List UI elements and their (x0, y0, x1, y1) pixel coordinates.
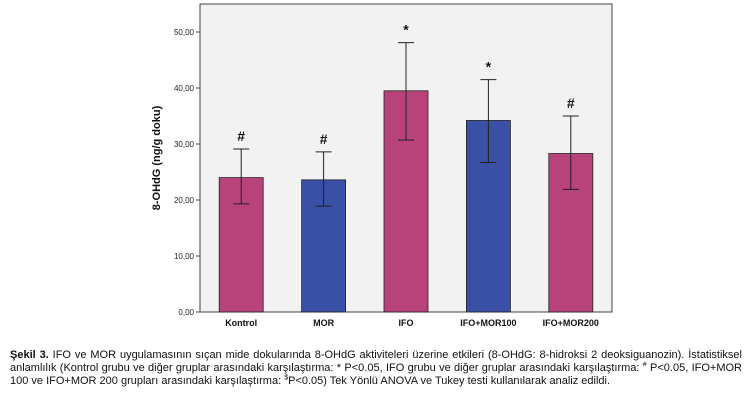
x-axis: Kontrol MOR IFO IFO+MOR100 IFO+MOR200 (225, 318, 599, 328)
y-tick-label: 30,00 (174, 140, 195, 149)
x-tick-label: IFO (399, 318, 414, 328)
y-tick-label: 20,00 (174, 196, 195, 205)
x-tick-label: Kontrol (225, 318, 257, 328)
y-axis-title: 8-OHdG (ng/g doku) (151, 105, 163, 210)
y-tick-label: 10,00 (174, 252, 195, 261)
caption-sup-hash: # (642, 361, 647, 369)
caption-label: Şekil 3. (10, 349, 49, 361)
caption-sup-dollar: $ (284, 374, 289, 382)
bar-chart: 0,00 10,00 20,00 30,00 40,00 50,00 # # * * # Kont… (151, 3, 613, 328)
significance-marker: # (567, 95, 575, 111)
caption-text-3: P<0.05) Tek Yönlü ANOVA ve Tukey testi k… (288, 375, 611, 387)
caption-text-1: IFO ve MOR uygulamasının sıçan mide doku… (10, 349, 742, 374)
x-tick-label: IFO+MOR100 (460, 318, 516, 328)
caption-text-2: P<0.05, IFO+MOR 100 ve IFO+MOR 200 grupl… (10, 362, 742, 387)
significance-markers: # # * * # (237, 22, 575, 147)
y-tick-label: 50,00 (174, 28, 195, 37)
y-axis: 0,00 10,00 20,00 30,00 40,00 50,00 (174, 28, 200, 317)
y-tick-label: 40,00 (174, 84, 195, 93)
figure-caption: Şekil 3. IFO ve MOR uygulamasının sıçan … (10, 349, 742, 388)
x-tick-label: IFO+MOR200 (543, 318, 599, 328)
y-tick-label: 0,00 (178, 308, 194, 317)
x-tick-label: MOR (313, 318, 334, 328)
significance-marker: # (320, 131, 328, 147)
significance-marker: * (486, 59, 492, 75)
significance-marker: * (403, 22, 409, 38)
error-bars (233, 42, 579, 207)
significance-marker: # (237, 128, 245, 144)
